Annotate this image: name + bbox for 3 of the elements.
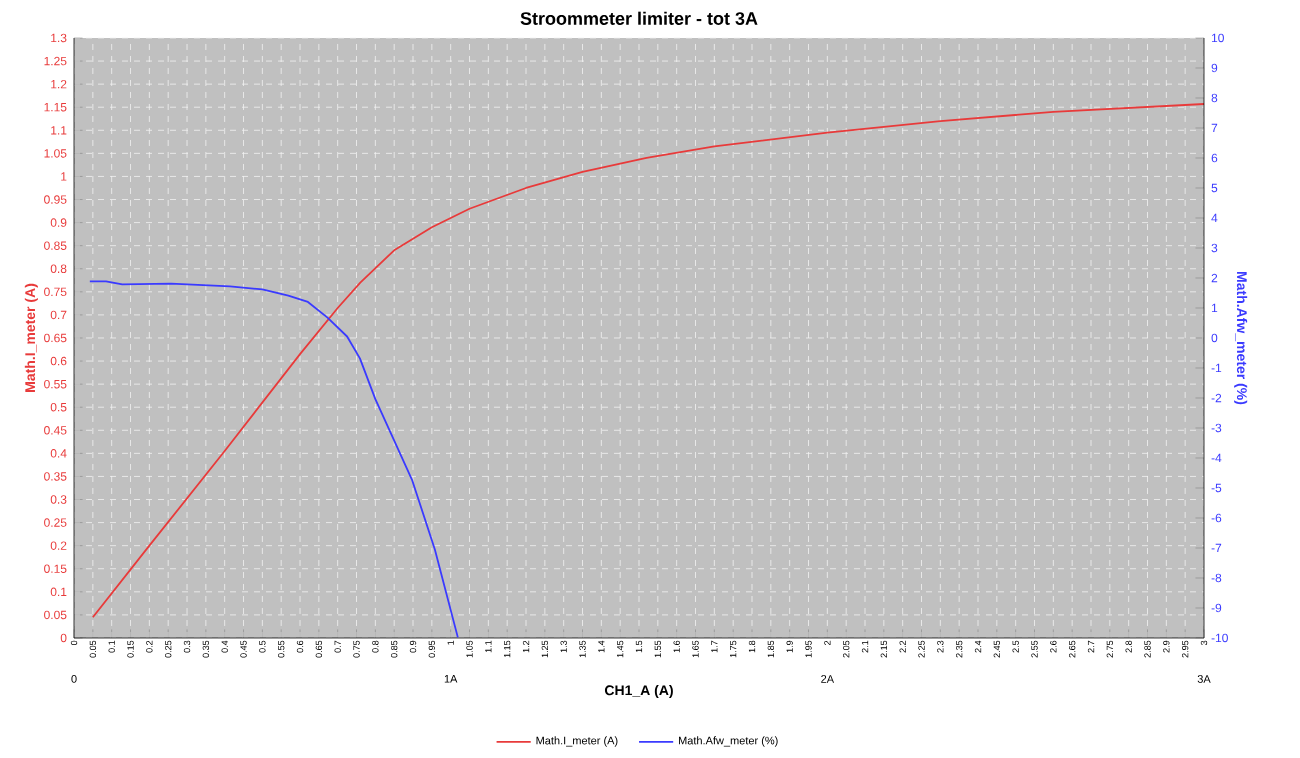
line-series (91, 103, 1205, 619)
chart-title: Stroommeter limiter - tot 3A (520, 11, 758, 25)
line-series (88, 280, 459, 639)
